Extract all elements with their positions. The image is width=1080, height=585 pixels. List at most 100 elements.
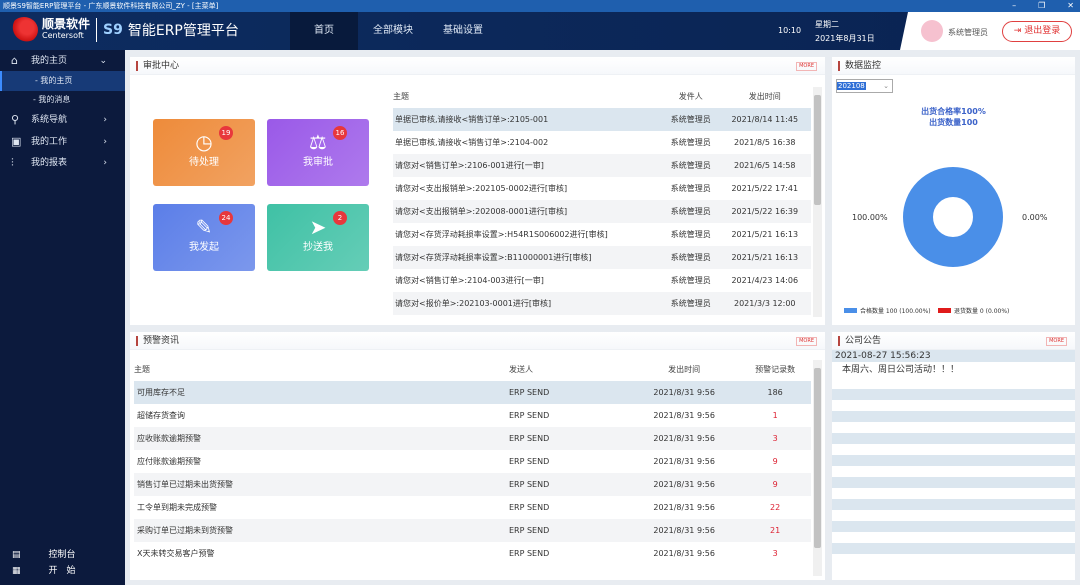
card-stamp[interactable]: ⚖ 我审批 16	[267, 119, 369, 186]
table-cell: 2021/3/3 12:00	[718, 292, 811, 315]
minimize-icon[interactable]: –	[1012, 1, 1017, 10]
table-cell: 请您对<存货浮动耗损率设置>:H54R1S006002进行[审核]	[395, 230, 608, 239]
table-row[interactable]: 请您对<存货浮动耗损率设置>:H54R1S006002进行[审核] 系统管理员 20…	[393, 223, 811, 246]
panel-title: 公司公告	[845, 336, 882, 346]
table-row[interactable]: 采购订单已过期未到货预警 ERP SEND 2021/8/31 9:56 21	[134, 519, 811, 542]
scrollbar[interactable]	[813, 360, 822, 576]
stamp-icon: ⚖	[309, 130, 327, 154]
sidebar-item-my-work[interactable]: ▣ 我的工作 ›	[0, 132, 125, 152]
table-cell: 2021/8/31 9:56	[629, 519, 740, 542]
panel-title: 预警资讯	[143, 336, 180, 346]
sidebar-item-my-reports[interactable]: ⫶ 我的报表 ›	[0, 153, 125, 173]
table-cell: 单据已审核,请接收<销售订单>:2105-001	[393, 108, 663, 131]
table-row[interactable]: 应收账款逾期预警 ERP SEND 2021/8/31 9:56 3	[134, 427, 811, 450]
console-icon: ▤	[12, 550, 21, 560]
sidebar-subitem-my-messages[interactable]: - 我的消息	[33, 95, 71, 104]
platform-title: 智能ERP管理平台	[127, 23, 239, 39]
count-badge: 16	[333, 126, 347, 140]
nav-all-modules[interactable]: 全部模块	[373, 25, 413, 36]
notice-empty-row	[832, 411, 1075, 422]
table-cell: ERP SEND	[509, 519, 629, 542]
table-row[interactable]: 请您对<存货浮动耗损率设置>:B11000001进行[审核] 系统管理员 2021/…	[393, 246, 811, 269]
warning-table: 主题 发送人 发出时间 预警记录数 可用库存不足 ERP SEND 2021/8/31 9:…	[134, 358, 811, 565]
table-row[interactable]: X天未转交易客户预警 ERP SEND 2021/8/31 9:56 3	[134, 542, 811, 565]
logout-label: 退出登录	[1024, 26, 1061, 36]
table-row[interactable]: 请您对<报价单>:202103-0001进行[审核] 系统管理员 2021/3/3 …	[393, 292, 811, 315]
nav-home[interactable]: 首页	[290, 12, 358, 50]
table-cell: 系统管理员	[670, 230, 711, 239]
close-icon[interactable]: ✕	[1067, 1, 1074, 10]
table-row[interactable]: 应付账款逾期预警 ERP SEND 2021/8/31 9:56 9	[134, 450, 811, 473]
count-badge: 2	[333, 211, 347, 225]
column-header: 主题	[134, 358, 509, 381]
table-cell: 186	[739, 381, 811, 404]
panel-title: 审批中心	[143, 61, 180, 71]
notice-empty-row	[832, 499, 1075, 510]
sidebar-item-label: 我的主页	[31, 56, 68, 66]
period-value: 202108	[837, 82, 866, 90]
column-header: 发件人	[663, 85, 719, 108]
table-cell: 2021/8/31 9:56	[653, 549, 715, 558]
period-select[interactable]: 202108 ⌄	[836, 79, 893, 93]
table-cell: 2021/8/31 9:56	[653, 457, 715, 466]
table-cell: 单据已审核,请接收<销售订单>:2104-002	[395, 138, 549, 147]
table-row[interactable]: 请您对<销售订单>:2104-003进行[一审] 系统管理员 2021/4/23 1…	[393, 269, 811, 292]
notice-empty-row	[832, 455, 1075, 466]
table-cell: 2021/5/21 16:13	[718, 246, 811, 269]
table-row[interactable]: 超储存货查询 ERP SEND 2021/8/31 9:56 1	[134, 404, 811, 427]
window-title-bar: 顺景S9智能ERP管理平台 - 广东顺景软件科技有限公司_ZY - [主菜单]	[0, 0, 1080, 12]
card-pending[interactable]: ◷ 待处理 19	[153, 119, 255, 186]
chevron-right-icon: ›	[103, 158, 107, 168]
logo-icon	[10, 17, 38, 43]
table-row[interactable]: 请您对<支出报销单>:202105-0002进行[审核] 系统管理员 2021/5/…	[393, 177, 811, 200]
table-cell: 2021/8/31 9:56	[653, 411, 715, 420]
sidebar-subitem-my-home[interactable]: - 我的主页	[0, 71, 125, 91]
legend-label: 合格数量 100 (100.00%)	[860, 307, 931, 315]
logout-button[interactable]: ⇥ 退出登录	[1002, 21, 1072, 42]
table-cell: 9	[772, 457, 778, 466]
table-cell: 采购订单已过期未到货预警	[134, 519, 509, 542]
send-icon: ➤	[309, 215, 327, 239]
pass-rate: 出货合格率100%	[921, 107, 986, 116]
pie-slice[interactable]	[903, 167, 1003, 267]
monitor-panel: 数据监控 202108 ⌄ 出货合格率100% 出货数量100 100.00% 0.0…	[832, 57, 1075, 325]
sidebar-item-system-nav[interactable]: ⚲ 系统导航 ›	[0, 110, 125, 130]
console-button[interactable]: ▤ 控制台	[12, 547, 137, 560]
sidebar-item-my-home[interactable]: ⌂ 我的主页 ⌄	[0, 51, 125, 71]
table-cell: 系统管理员	[663, 200, 719, 223]
chevron-down-icon: ⌄	[883, 82, 889, 90]
table-cell: 系统管理员	[670, 276, 711, 285]
sidebar-item-label: 系统导航	[31, 115, 68, 125]
brand-en: Centersoft	[42, 30, 84, 40]
card-edit[interactable]: ✎ 我发起 24	[153, 204, 255, 271]
table-cell: 请您对<存货浮动耗损率设置>:B11000001进行[审核]	[393, 246, 663, 269]
table-row[interactable]: 单据已审核,请接收<销售订单>:2104-002 系统管理员 2021/8/5 16…	[393, 131, 811, 154]
table-cell: 超储存货查询	[137, 411, 185, 420]
notice-empty-row	[832, 543, 1075, 554]
table-row[interactable]: 销售订单已过期未出货预警 ERP SEND 2021/8/31 9:56 9	[134, 473, 811, 496]
table-row[interactable]: 单据已审核,请接收<销售订单>:2105-001 系统管理员 2021/8/14 1…	[393, 108, 811, 131]
more-button[interactable]: MORE	[1046, 337, 1067, 346]
ship-qty: 出货数量100	[929, 118, 978, 127]
more-button[interactable]: MORE	[796, 337, 817, 346]
table-cell: 工令单到期未完成预警	[137, 503, 217, 512]
scrollbar[interactable]	[813, 87, 822, 317]
more-button[interactable]: MORE	[796, 62, 817, 71]
table-row[interactable]: 工令单到期未完成预警 ERP SEND 2021/8/31 9:56 22	[134, 496, 811, 519]
avatar[interactable]	[921, 20, 943, 42]
brand-name: 顺景软件	[42, 16, 91, 31]
table-row[interactable]: 请您对<销售订单>:2106-001进行[一审] 系统管理员 2021/6/5 14…	[393, 154, 811, 177]
notice-text[interactable]: 本周六、周日公司活动！！！	[842, 365, 960, 375]
table-cell: 2021/6/5 14:58	[718, 154, 811, 177]
table-row[interactable]: 请您对<支出报销单>:202008-0001进行[审核] 系统管理员 2021/5/…	[393, 200, 811, 223]
table-cell: 请您对<报价单>:202103-0001进行[审核]	[393, 292, 663, 315]
restore-icon[interactable]: ❐	[1038, 1, 1046, 10]
nav-basic-settings[interactable]: 基础设置	[443, 25, 483, 36]
card-send[interactable]: ➤ 抄送我 2	[267, 204, 369, 271]
start-button[interactable]: ▦ 开 始	[12, 563, 137, 576]
table-cell: ERP SEND	[509, 473, 629, 496]
slice-label: 0.00%	[1022, 213, 1048, 222]
table-cell: 系统管理员	[670, 138, 711, 147]
table-row[interactable]: 可用库存不足 ERP SEND 2021/8/31 9:56 186	[134, 381, 811, 404]
table-cell: 9	[739, 473, 811, 496]
